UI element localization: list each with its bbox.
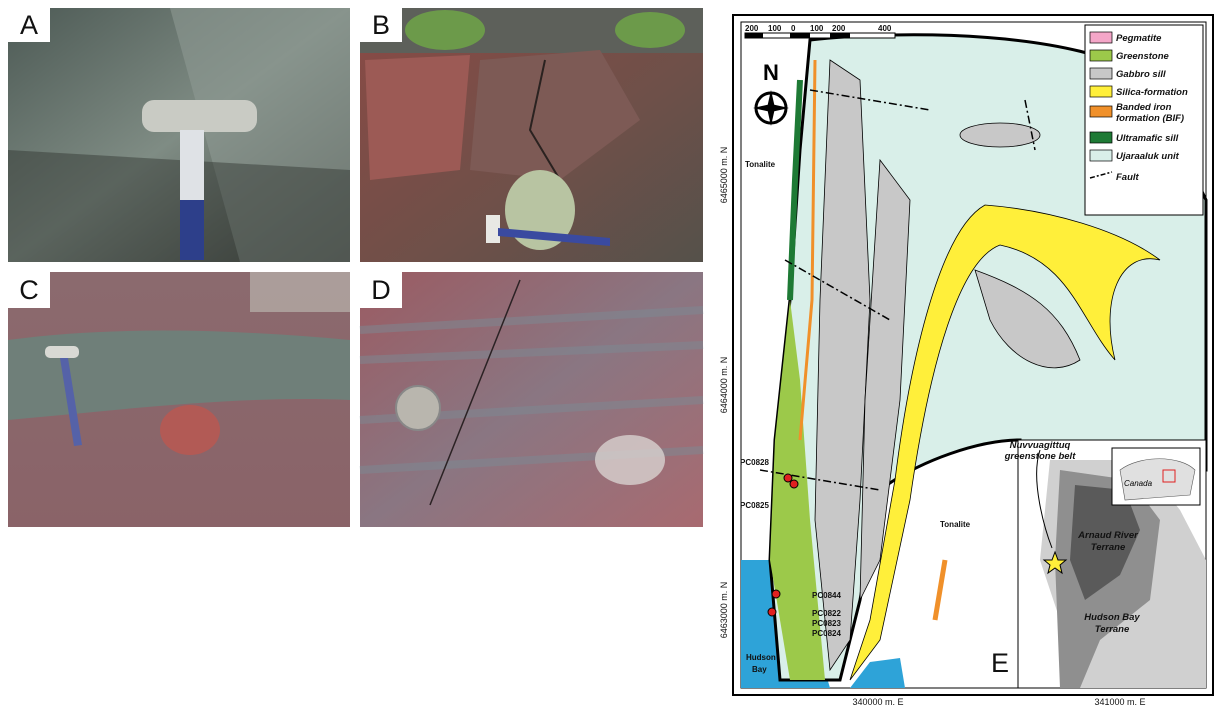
geological-map: 200 100 0 100 200 400 N Tonalite Tonalit… <box>719 14 1214 707</box>
inset-label: greenstone belt <box>1004 451 1077 462</box>
legend-label: Fault <box>1116 172 1140 183</box>
legend-label: Ujaraaluk unit <box>1116 151 1180 162</box>
scale-label: 200 <box>745 24 759 33</box>
inset-label: Terrane <box>1095 624 1130 635</box>
legend-label: formation (BIF) <box>1116 113 1184 124</box>
sample-label: PC0825 <box>740 501 769 510</box>
northing-label: 6463000 m. N <box>719 582 729 639</box>
sample-label: PC0823 <box>812 619 841 628</box>
panel-label: B <box>372 10 390 40</box>
panel-label: E <box>991 648 1009 678</box>
place-label: Bay <box>752 665 767 674</box>
legend-label: Banded iron <box>1116 102 1172 113</box>
sample-label: PC0844 <box>812 591 841 600</box>
inset-label: Nuvvuagittuq <box>1010 440 1071 451</box>
sample-label: PC0824 <box>812 629 841 638</box>
place-label: Tonalite <box>745 160 776 169</box>
scale-label: 100 <box>810 24 824 33</box>
legend-label: Silica-formation <box>1116 87 1188 98</box>
inset-label: Terrane <box>1091 542 1126 553</box>
photo-b: B <box>360 8 703 262</box>
place-label: Hudson <box>746 653 776 662</box>
panel-label: D <box>371 275 391 305</box>
northing-label: 6464000 m. N <box>719 357 729 414</box>
legend-label: Greenstone <box>1116 51 1170 62</box>
legend-label: Ultramafic sill <box>1116 133 1179 144</box>
scale-label: 100 <box>768 24 782 33</box>
photo-a: A <box>8 8 350 262</box>
easting-label: 340000 m. E <box>852 697 903 707</box>
place-label: Tonalite <box>940 520 971 529</box>
inset-label: Canada <box>1124 479 1153 488</box>
northing-label: 6465000 m. N <box>719 147 729 204</box>
photo-d: D <box>359 272 704 527</box>
scale-label: 400 <box>878 24 892 33</box>
legend-label: Pegmatite <box>1116 33 1162 44</box>
legend-label: Gabbro sill <box>1116 69 1166 80</box>
scale-label: 0 <box>791 24 796 33</box>
easting-label: 341000 m. E <box>1094 697 1145 707</box>
scale-label: 200 <box>832 24 846 33</box>
sample-label: PC0828 <box>740 458 769 467</box>
panel-label: A <box>20 10 38 40</box>
north-label: N <box>763 60 779 85</box>
inset-label: Arnaud River <box>1077 530 1139 541</box>
sample-label: PC0822 <box>812 609 841 618</box>
inset-label: Hudson Bay <box>1084 612 1140 623</box>
panel-label: C <box>19 275 39 305</box>
photo-c: C <box>8 272 350 527</box>
